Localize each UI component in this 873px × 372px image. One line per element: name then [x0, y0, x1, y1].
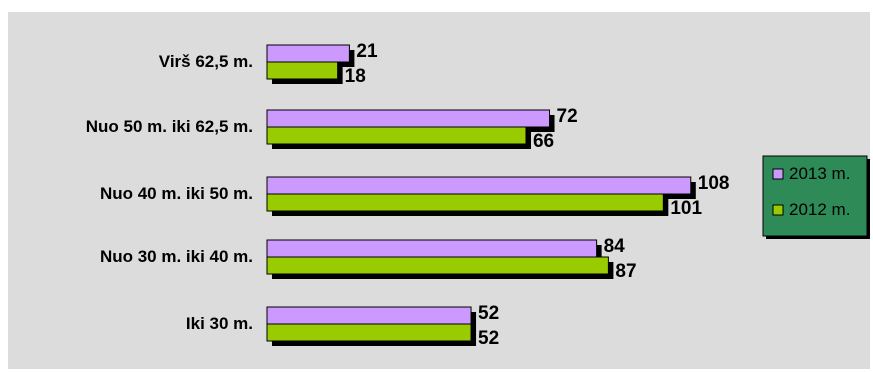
category-label: Iki 30 m. [186, 314, 253, 333]
value-label: 52 [478, 328, 499, 349]
bar-2012m [266, 256, 609, 275]
legend-swatch [772, 204, 784, 216]
value-label: 66 [533, 131, 554, 152]
category-label: Virš 62,5 m. [159, 52, 253, 71]
category-label: Nuo 30 m. iki 40 m. [100, 247, 253, 266]
value-label: 108 [698, 173, 730, 194]
legend-label: 2012 m. [789, 200, 850, 219]
bar-2013m [266, 239, 598, 258]
bar-chart: Virš 62,5 m. 21 18 Nuo 50 m. iki 62,5 m. 726… [86, 41, 870, 349]
value-label: 52 [478, 303, 499, 324]
bar-2013m [266, 306, 472, 325]
bar-2012m [266, 193, 664, 212]
value-label: 87 [615, 261, 636, 282]
value-label: 84 [604, 236, 626, 257]
legend-swatch [772, 168, 784, 180]
value-label: 18 [345, 66, 366, 87]
category-label: Nuo 40 m. iki 50 m. [100, 184, 253, 203]
bar-2012m [266, 323, 472, 342]
value-label: 21 [356, 41, 378, 62]
bar-2013m [266, 176, 692, 195]
bar-2012m [266, 61, 339, 80]
value-label: 72 [557, 106, 578, 127]
bar-2013m [266, 109, 551, 128]
category-label: Nuo 50 m. iki 62,5 m. [86, 117, 253, 136]
bar-2013m [266, 44, 350, 63]
value-label: 101 [670, 198, 702, 219]
bar-2012m [266, 126, 527, 145]
chart-area: Virš 62,5 m. 21 18 Nuo 50 m. iki 62,5 m. 72 6… [8, 12, 870, 369]
legend-label: 2013 m. [789, 164, 850, 183]
